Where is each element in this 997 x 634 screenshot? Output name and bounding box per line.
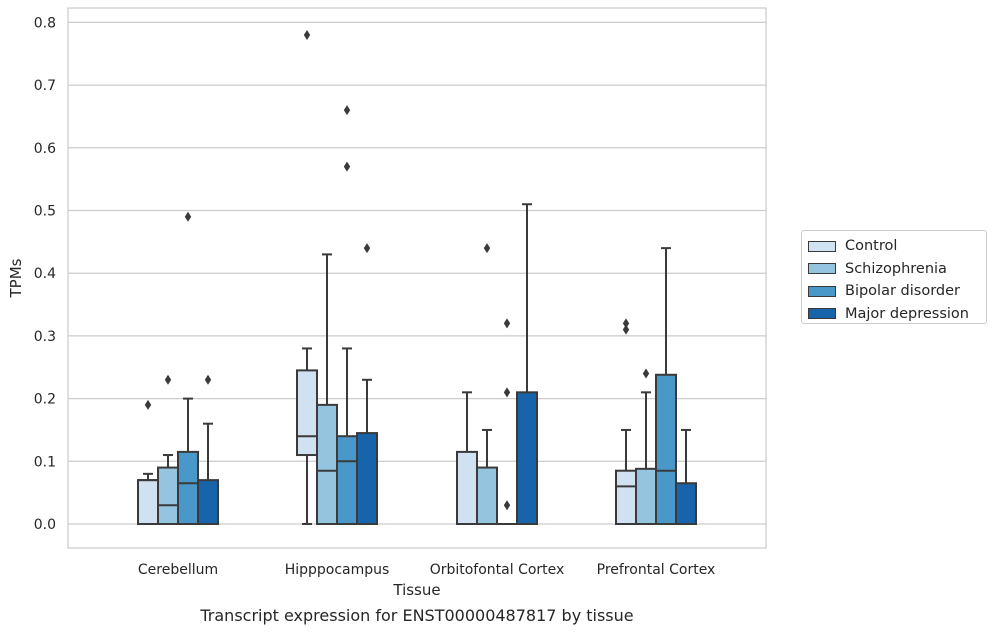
legend-swatch-control [808,240,836,252]
outlier-point [363,243,371,254]
outlier-point [483,243,491,254]
box-series [137,29,697,526]
box [137,479,159,525]
y-tick-labels: 0.0 0.1 0.2 0.3 0.4 0.5 0.6 0.7 0.8 [34,15,56,533]
box [177,450,199,525]
box [476,466,498,526]
box [635,467,657,526]
y-tick-label: 0.8 [34,15,56,31]
outlier-point [343,105,351,116]
outlier-point [622,318,630,329]
legend-item-major-depression: Major depression [808,303,986,326]
box-group [157,374,179,526]
outlier-point [204,374,212,385]
box [655,373,677,525]
box [456,450,478,525]
x-tick-label: Cerebellum [138,562,218,578]
box-group [356,243,378,525]
outlier-point [343,161,351,172]
y-tick-label: 0.0 [34,517,56,533]
legend-label: Bipolar disorder [845,283,960,300]
box-group [336,105,358,525]
plot-frame [67,7,767,549]
y-tick-label: 0.5 [34,204,56,220]
box-group [635,368,657,526]
outlier-point [503,318,511,329]
box [197,479,219,525]
legend-label: Control [845,238,898,255]
legend-item-bipolar-disorder: Bipolar disorder [808,280,986,303]
outlier-point [503,387,511,398]
outlier-point [184,211,192,222]
outlier-point [164,374,172,385]
box-group [615,318,637,525]
box-group [316,253,338,525]
box [356,432,378,525]
box-group [675,428,697,525]
outlier-point [144,399,152,410]
x-tick-label: Prefrontal Cortex [597,562,716,578]
x-tick-label: Hipppocampus [285,562,390,578]
legend-label: Major depression [845,305,969,322]
y-tick-label: 0.6 [34,141,56,157]
box [615,469,637,525]
box [296,369,318,457]
legend-swatch-major-depression [808,308,836,320]
x-axis-label: Tissue [392,581,440,599]
figure-caption: Transcript expression for ENST0000048781… [200,606,634,625]
box [675,482,697,525]
outlier-point [303,29,311,40]
box-group [137,399,159,525]
legend-label: Schizophrenia [845,260,947,277]
box-group [476,243,498,526]
legend-swatch-schizophrenia [808,263,836,275]
legend-item-schizophrenia: Schizophrenia [808,258,986,281]
box-group [655,247,677,525]
box-group [497,318,517,525]
legend-swatch-bipolar-disorder [808,285,836,297]
x-tick-labels: Cerebellum Hipppocampus Orbitofontal Corte… [138,562,715,578]
outlier-point [642,368,650,379]
y-axis-label: TPMs [7,258,25,298]
box-group [296,29,318,525]
outlier-point [622,324,630,335]
box [157,466,179,526]
y-tick-label: 0.4 [34,266,56,282]
y-tick-label: 0.1 [34,454,56,470]
y-tick-label: 0.3 [34,329,56,345]
legend: Control Schizophrenia Bipolar disorder M… [801,230,987,324]
box [316,403,338,525]
y-tick-label: 0.2 [34,392,56,408]
box-group [197,374,219,525]
x-tick-label: Orbitofontal Cortex [430,562,565,578]
box-group [456,391,478,525]
y-tick-label: 0.7 [34,78,56,94]
box-group [516,203,538,525]
box-group [177,211,199,525]
box [516,391,538,525]
legend-item-control: Control [808,235,986,258]
box [336,435,358,525]
outlier-point [503,500,511,511]
